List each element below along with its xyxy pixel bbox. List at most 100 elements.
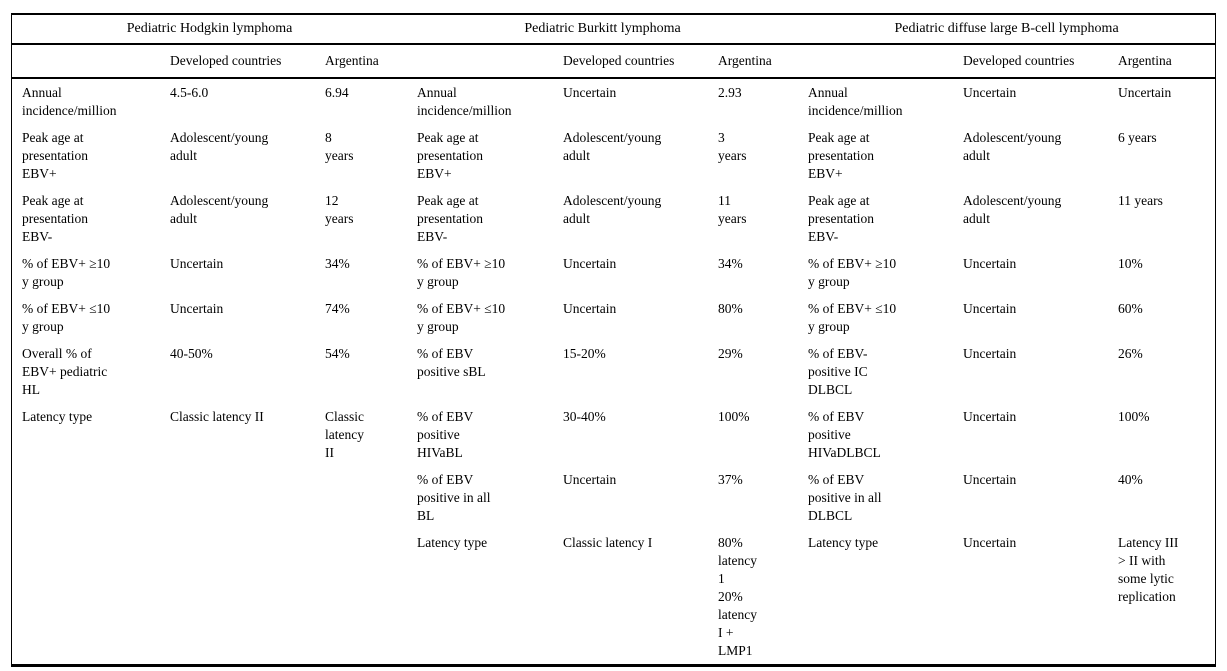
row-label-cell: Peak age at presentation EBV+	[417, 130, 484, 181]
row-label-cell: Latency type	[22, 409, 93, 424]
value-cell: Uncertain	[963, 85, 1017, 100]
row-label-cell: % of EBV+ ≤10 y group	[417, 301, 506, 334]
row-label-cell: % of EBV- positive IC DLBCL	[808, 346, 868, 397]
row-label-header-bl	[407, 44, 554, 79]
value-cell: 30-40%	[563, 409, 606, 424]
row-label-header-dlbcl	[798, 44, 954, 79]
value-cell	[160, 466, 315, 529]
table-row: % of EBV+ ≥10 y group Uncertain 34% % of EB…	[12, 250, 1215, 295]
column-header-bl-argentina: Argentina	[708, 44, 799, 79]
group-header-hodgkin-lymphoma: Pediatric Hodgkin lymphoma	[12, 15, 408, 45]
value-cell: 11 years	[718, 193, 747, 226]
row-label-cell: Peak age at presentation EBV-	[22, 193, 88, 244]
value-cell: 11 years	[1118, 193, 1163, 208]
row-label-cell: % of EBV positive in all DLBCL	[808, 472, 882, 523]
value-cell: Classic latency II	[325, 409, 364, 460]
value-cell: Uncertain	[563, 472, 617, 487]
value-cell: Uncertain	[1118, 85, 1172, 100]
value-cell: Uncertain	[963, 409, 1017, 424]
row-label-cell: Annual incidence/million	[417, 85, 512, 118]
column-header-hl-developed: Developed countries	[160, 44, 315, 79]
comparison-table: Pediatric Hodgkin lymphoma Pediatric Bur…	[12, 15, 1216, 664]
value-cell: 34%	[325, 256, 350, 271]
value-cell: Latency III > II with some lytic replica…	[1118, 535, 1179, 604]
value-cell: 8 years	[325, 130, 354, 163]
value-cell: 60%	[1118, 301, 1143, 316]
table-row: Peak age at presentation EBV+ Adolescent/…	[12, 124, 1215, 187]
group-header-burkitt-lymphoma: Pediatric Burkitt lymphoma	[407, 15, 799, 45]
value-cell: 26%	[1118, 346, 1143, 361]
table-row: % of EBV+ ≤10 y group Uncertain 74% % of EB…	[12, 295, 1215, 340]
value-cell	[160, 529, 315, 664]
row-label-cell	[12, 466, 160, 529]
table-body: Annual incidence/million 4.5-6.0 6.94 Annua…	[12, 78, 1215, 664]
row-label-cell: % of EBV positive HIVaDLBCL	[808, 409, 881, 460]
row-label-cell: Latency type	[808, 535, 879, 550]
value-cell: Uncertain	[170, 256, 224, 271]
row-label-cell: % of EBV+ ≤10 y group	[22, 301, 111, 334]
value-cell: 34%	[718, 256, 743, 271]
row-label-cell: % of EBV+ ≥10 y group	[417, 256, 506, 289]
value-cell: Uncertain	[963, 472, 1017, 487]
value-cell: 6 years	[1118, 130, 1157, 145]
value-cell: Adolescent/young adult	[170, 130, 269, 163]
value-cell: 4.5-6.0	[170, 85, 209, 100]
value-cell: 40%	[1118, 472, 1143, 487]
lymphoma-comparison-table: Pediatric Hodgkin lymphoma Pediatric Bur…	[11, 13, 1216, 667]
value-cell: 15-20%	[563, 346, 606, 361]
row-label-cell: % of EBV positive sBL	[417, 346, 486, 379]
value-cell: 80%	[718, 301, 743, 316]
value-cell: 2.93	[718, 85, 742, 100]
value-cell: Uncertain	[963, 301, 1017, 316]
group-title-row: Pediatric Hodgkin lymphoma Pediatric Bur…	[12, 15, 1216, 45]
column-header-hl-argentina: Argentina	[315, 44, 408, 79]
value-cell: 10%	[1118, 256, 1143, 271]
value-cell: 80% latency 1 20% latency I + LMP1	[718, 535, 758, 658]
value-cell: Adolescent/young adult	[563, 193, 662, 226]
group-header-dlbcl-lymphoma: Pediatric diffuse large B-cell lymphoma	[798, 15, 1216, 45]
row-label-cell: Annual incidence/million	[808, 85, 903, 118]
column-header-dlbcl-developed: Developed countries	[953, 44, 1109, 79]
row-label-cell: % of EBV positive in all BL	[417, 472, 491, 523]
table-row: Annual incidence/million 4.5-6.0 6.94 Annua…	[12, 78, 1215, 124]
value-cell: Uncertain	[563, 301, 617, 316]
value-cell: Classic latency I	[563, 535, 653, 550]
row-label-cell: % of EBV positive HIVaBL	[417, 409, 474, 460]
value-cell: 12 years	[325, 193, 354, 226]
column-header-bl-developed: Developed countries	[553, 44, 709, 79]
value-cell: Uncertain	[563, 85, 617, 100]
row-label-cell: Peak age at presentation EBV-	[808, 193, 875, 244]
value-cell: 29%	[718, 346, 743, 361]
table-row: Peak age at presentation EBV- Adolescent/…	[12, 187, 1215, 250]
value-cell: Adolescent/young adult	[563, 130, 662, 163]
row-label-cell	[12, 529, 160, 664]
table-row: Overall % of EBV+ pediatric HL 40-50% 54%%…	[12, 340, 1215, 403]
row-label-cell: % of EBV+ ≤10 y group	[808, 301, 897, 334]
row-label-cell: Peak age at presentation EBV+	[808, 130, 875, 181]
value-cell: 100%	[718, 409, 750, 424]
value-cell: 40-50%	[170, 346, 213, 361]
value-cell: Classic latency II	[170, 409, 264, 424]
value-cell: 3 years	[718, 130, 747, 163]
row-label-cell: % of EBV+ ≥10 y group	[22, 256, 111, 289]
table-row: Latency type Classic latency II Classic la…	[12, 403, 1215, 466]
table-row: % of EBV positive in all BL Uncertain 37%%…	[12, 466, 1215, 529]
table-row: Latency type Classic latency I 80% latency…	[12, 529, 1215, 664]
column-header-row: Developed countries Argentina Developed …	[12, 44, 1216, 79]
value-cell: 100%	[1118, 409, 1150, 424]
value-cell: Uncertain	[963, 346, 1017, 361]
row-label-cell: Peak age at presentation EBV-	[417, 193, 484, 244]
value-cell: 54%	[325, 346, 350, 361]
row-label-cell: % of EBV+ ≥10 y group	[808, 256, 897, 289]
row-label-cell: Latency type	[417, 535, 488, 550]
value-cell: Adolescent/young adult	[170, 193, 269, 226]
column-header-dlbcl-argentina: Argentina	[1108, 44, 1216, 79]
value-cell: Uncertain	[563, 256, 617, 271]
row-label-cell: Annual incidence/million	[22, 85, 117, 118]
row-label-header-hl	[12, 44, 160, 79]
value-cell: Uncertain	[963, 535, 1017, 550]
value-cell	[315, 466, 407, 529]
value-cell: Adolescent/young adult	[963, 193, 1062, 226]
row-label-cell: Overall % of EBV+ pediatric HL	[22, 346, 108, 397]
value-cell: Uncertain	[170, 301, 224, 316]
